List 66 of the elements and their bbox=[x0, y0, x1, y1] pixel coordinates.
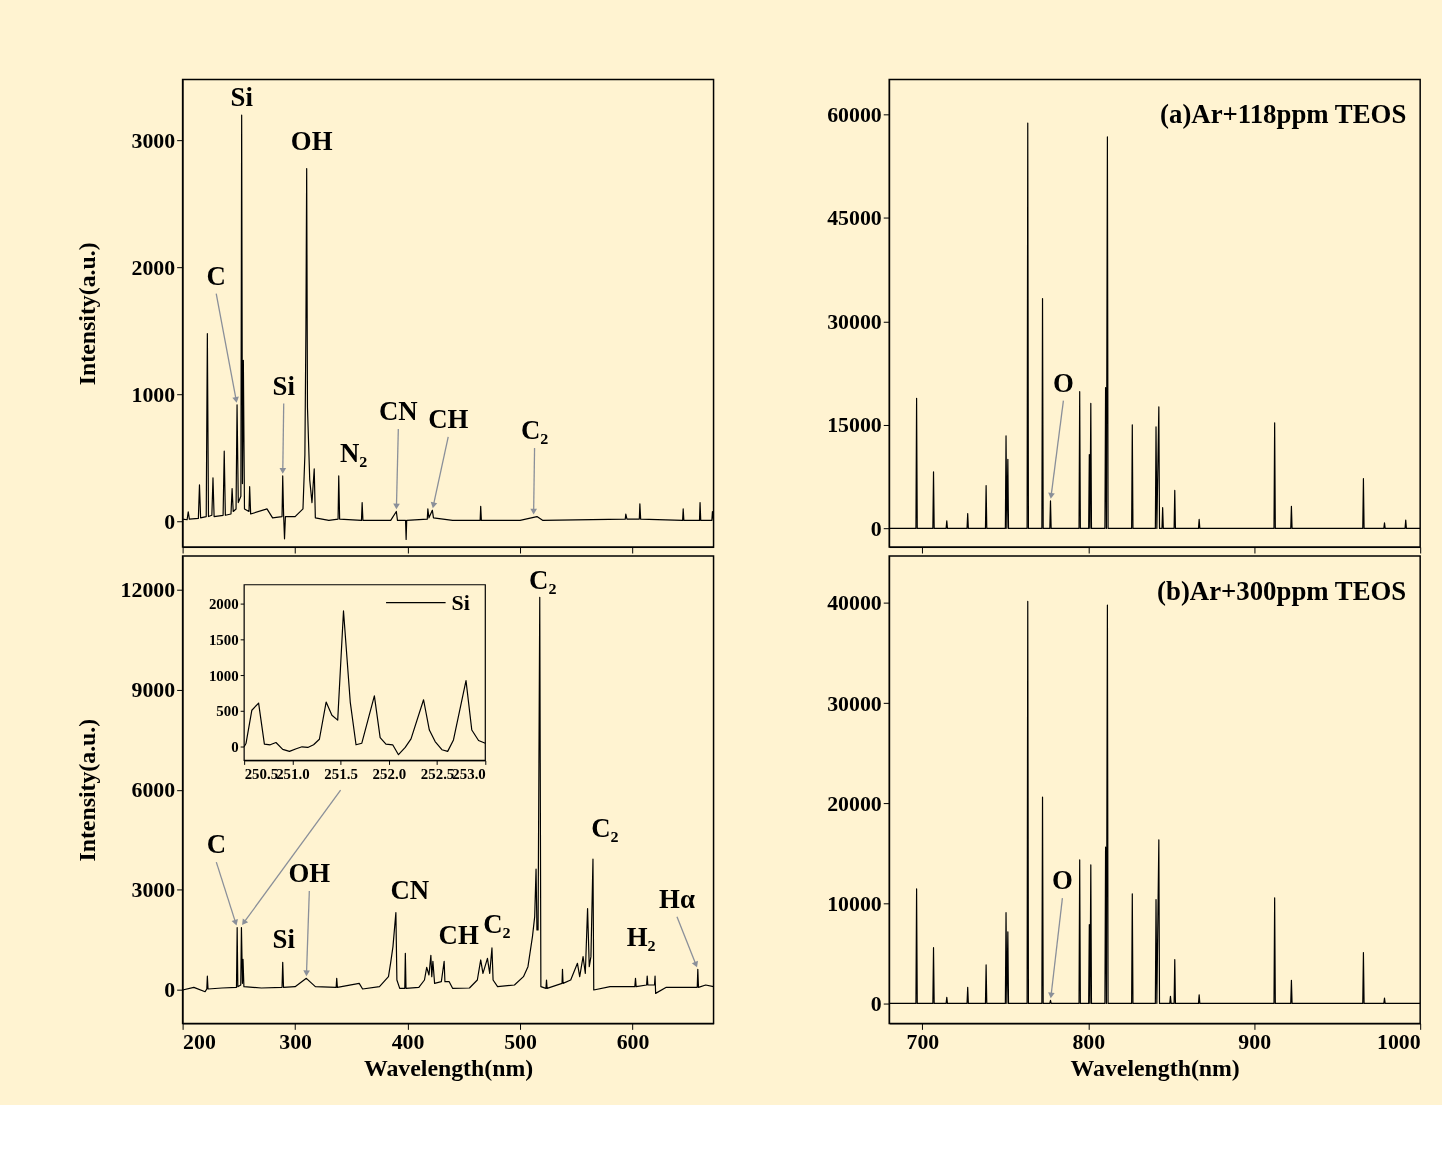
annotation: CN bbox=[390, 874, 430, 905]
annotation: Si bbox=[272, 370, 296, 401]
y-tick-label: 30000 bbox=[827, 691, 882, 716]
x-tick-label: 900 bbox=[1238, 1029, 1272, 1054]
y-tick-label: 1000 bbox=[131, 383, 176, 408]
y-tick-label: 2000 bbox=[208, 595, 239, 612]
annotation: C₂ bbox=[529, 565, 557, 596]
y-tick-label: 3000 bbox=[131, 878, 176, 903]
y-tick-label: 15000 bbox=[827, 413, 882, 438]
y-tick-label: 0 bbox=[870, 991, 882, 1016]
y-tick-label: 0 bbox=[164, 978, 176, 1003]
y-tick-label: 45000 bbox=[827, 206, 882, 231]
y-axis-title: Intensity(a.u.) bbox=[73, 718, 100, 862]
annotation: OH bbox=[290, 125, 333, 156]
x-tick-label: 252.0 bbox=[372, 765, 407, 782]
legend-label: Si bbox=[451, 590, 470, 615]
x-tick-label: 200 bbox=[183, 1029, 216, 1054]
x-tick-label: 500 bbox=[504, 1029, 538, 1054]
x-tick-label: 251.5 bbox=[324, 765, 358, 782]
x-tick-label: 600 bbox=[616, 1029, 650, 1054]
annotation: Si bbox=[230, 82, 254, 113]
y-tick-label: 30000 bbox=[827, 309, 882, 334]
y-tick-label: 20000 bbox=[827, 791, 882, 816]
x-tick-label: 1000 bbox=[1377, 1029, 1421, 1054]
annotation: C bbox=[206, 260, 226, 291]
x-tick-label: 400 bbox=[391, 1029, 425, 1054]
annotation: CN bbox=[378, 396, 418, 427]
annotation: C₂ bbox=[591, 813, 619, 844]
annotation: N₂ bbox=[339, 438, 368, 469]
annotation: (a)Ar+118ppm TEOS bbox=[1160, 99, 1407, 130]
annotation: C₂ bbox=[520, 415, 549, 446]
x-axis-title: Wavelength(nm) bbox=[1070, 1054, 1240, 1081]
y-tick-label: 40000 bbox=[827, 591, 882, 616]
annotation: C bbox=[206, 829, 226, 860]
y-tick-label: 3000 bbox=[131, 129, 176, 154]
y-tick-label: 0 bbox=[231, 739, 239, 756]
annotation: OH bbox=[288, 858, 331, 889]
x-tick-label: 252.5 bbox=[420, 765, 455, 782]
x-tick-label: 250.5 bbox=[244, 765, 279, 782]
y-tick-label: 2000 bbox=[131, 256, 176, 281]
x-tick-label: 800 bbox=[1072, 1029, 1106, 1054]
y-tick-label: 1000 bbox=[208, 667, 239, 684]
annotation: Si bbox=[272, 924, 296, 955]
annotation: CH bbox=[438, 920, 479, 951]
y-tick-label: 0 bbox=[870, 516, 882, 541]
annotation: O bbox=[1052, 367, 1074, 398]
x-tick-label: 700 bbox=[906, 1029, 940, 1054]
y-tick-label: 1500 bbox=[208, 631, 239, 648]
annotation: O bbox=[1051, 865, 1073, 896]
annotation: Hα bbox=[659, 883, 695, 914]
annotation: (b)Ar+300ppm TEOS bbox=[1157, 575, 1407, 606]
x-tick-label: 251.0 bbox=[276, 765, 310, 782]
annotation: C₂ bbox=[483, 909, 511, 940]
y-tick-label: 6000 bbox=[131, 778, 176, 803]
x-axis-title: Wavelength(nm) bbox=[363, 1054, 534, 1081]
y-tick-label: 10000 bbox=[827, 891, 882, 916]
y-tick-label: 0 bbox=[164, 510, 176, 535]
y-tick-label: 500 bbox=[216, 703, 239, 720]
y-tick-label: 9000 bbox=[131, 677, 176, 702]
x-tick-label: 300 bbox=[279, 1029, 313, 1054]
annotation: H₂ bbox=[626, 922, 656, 953]
annotation: CH bbox=[428, 403, 469, 434]
y-tick-label: 60000 bbox=[827, 102, 882, 127]
x-tick-label: 253.0 bbox=[452, 765, 486, 782]
y-axis-title: Intensity(a.u.) bbox=[73, 242, 100, 386]
y-tick-label: 12000 bbox=[120, 577, 176, 602]
